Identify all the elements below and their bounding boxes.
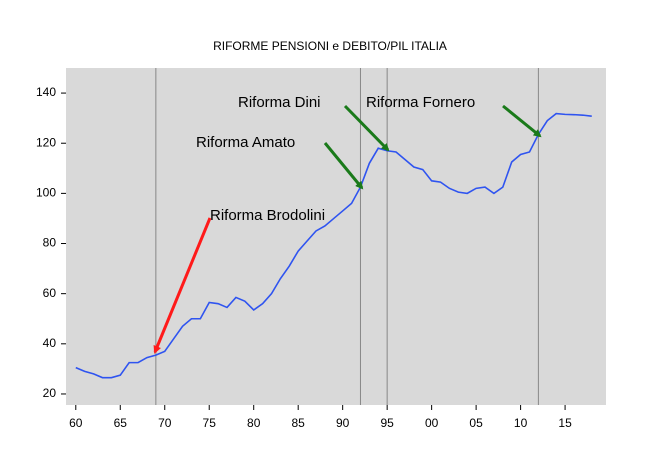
annotation-arrow bbox=[343, 104, 390, 152]
x-tick-label: 85 bbox=[292, 416, 306, 430]
annotation-text: Riforma Dini bbox=[238, 94, 321, 111]
x-tick-label: 60 bbox=[69, 416, 83, 430]
annotation-text: Riforma Fornero bbox=[366, 94, 475, 111]
x-tick-label: 75 bbox=[203, 416, 217, 430]
y-tick-label: 40 bbox=[43, 336, 57, 350]
x-tick-label: 80 bbox=[247, 416, 261, 430]
y-tick-label: 120 bbox=[36, 135, 56, 149]
annotation-arrow bbox=[502, 104, 542, 138]
x-tick-label: 90 bbox=[336, 416, 350, 430]
annotation-arrow bbox=[153, 217, 212, 354]
y-tick-label: 20 bbox=[43, 386, 57, 400]
y-tick-label: 100 bbox=[36, 186, 56, 200]
y-tick-label: 80 bbox=[43, 236, 57, 250]
y-tick-label: 60 bbox=[43, 286, 57, 300]
annotation-text: Riforma Amato bbox=[196, 134, 295, 151]
x-tick-label: 70 bbox=[158, 416, 172, 430]
x-tick-label: 15 bbox=[558, 416, 572, 430]
plot-area bbox=[66, 68, 606, 405]
annotation-arrow bbox=[323, 142, 364, 190]
y-tick-label: 140 bbox=[36, 85, 56, 99]
x-tick-label: 10 bbox=[514, 416, 528, 430]
chart-title: RIFORME PENSIONI e DEBITO/PIL ITALIA bbox=[213, 39, 447, 53]
annotation-text: Riforma Brodolini bbox=[210, 207, 325, 224]
data-line bbox=[75, 112, 592, 379]
x-tick-label: 65 bbox=[114, 416, 128, 430]
x-tick-label: 95 bbox=[380, 416, 394, 430]
x-tick-label: 05 bbox=[469, 416, 483, 430]
x-tick-label: 00 bbox=[425, 416, 439, 430]
